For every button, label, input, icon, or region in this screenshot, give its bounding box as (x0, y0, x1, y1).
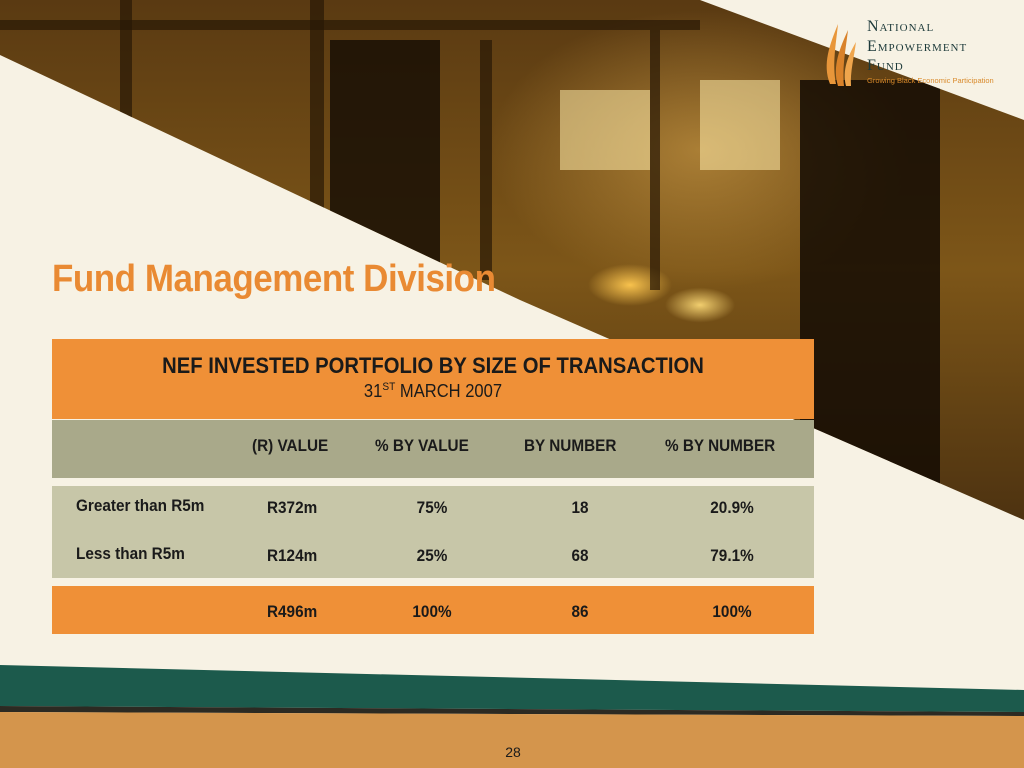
row-value: R124m (267, 546, 318, 565)
table-date: 31ST MARCH 2007 (363, 381, 503, 401)
row-number: 18 (571, 498, 589, 517)
nef-logo: National Empowerment Fund Growing Black … (820, 14, 1015, 94)
col-header-value: (R) VALUE (252, 436, 329, 455)
row-pct-number: 20.9% (710, 498, 754, 517)
logo-line2: Empowerment (867, 38, 968, 55)
logo-line1: National (867, 18, 935, 35)
slide-title: Fund Management Division (52, 258, 496, 300)
col-header-pct-value: % BY VALUE (375, 436, 469, 455)
col-header-number: BY NUMBER (524, 436, 617, 455)
flame-logo-icon (826, 24, 856, 86)
table-total-row: R496m 100% 86 100% (52, 586, 814, 634)
table-heading: NEF INVESTED PORTFOLIO BY SIZE OF TRANSA… (162, 353, 704, 378)
row-pct-number: 79.1% (710, 546, 754, 565)
row-pct-value: 75% (416, 498, 448, 517)
total-pct-value: 100% (412, 602, 452, 621)
row-pct-value: 25% (416, 546, 448, 565)
column-header-row: (R) VALUE % BY VALUE BY NUMBER % BY NUMB… (52, 420, 814, 478)
table-body: Greater than R5m R372m 75% 18 20.9% Less… (52, 486, 814, 578)
logo-tagline: Growing Black Economic Participation (867, 76, 994, 85)
row-value: R372m (267, 498, 318, 517)
page-number: 28 (505, 744, 521, 760)
logo-line3: Fund (867, 57, 904, 74)
col-header-pct-number: % BY NUMBER (665, 436, 776, 455)
total-number: 86 (571, 602, 589, 621)
row-label: Less than R5m (76, 544, 185, 563)
table-header: NEF INVESTED PORTFOLIO BY SIZE OF TRANSA… (52, 339, 814, 419)
total-value: R496m (267, 602, 318, 621)
row-number: 68 (571, 546, 589, 565)
total-pct-number: 100% (712, 602, 752, 621)
row-label: Greater than R5m (76, 496, 205, 515)
